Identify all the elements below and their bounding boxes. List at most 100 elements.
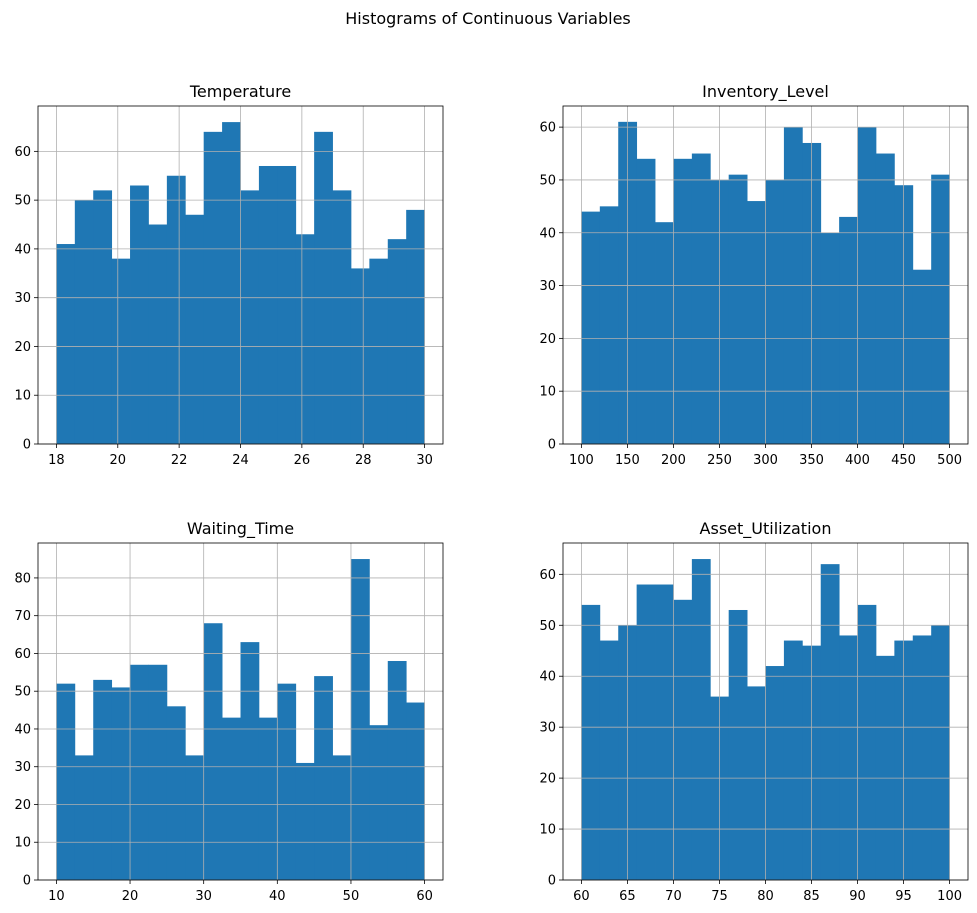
asset-utilization-histogram: 60 65 70 75 80 85 90 95 100 0 10 20 30 40 50 60 Asset_Ut… bbox=[539, 519, 969, 904]
inventory-level-x-tick-label: 400 bbox=[845, 453, 870, 468]
waiting-time-bar bbox=[406, 702, 425, 880]
temperature-bar bbox=[222, 122, 241, 444]
inventory-level-bar bbox=[747, 201, 766, 444]
waiting-time-bar bbox=[350, 559, 370, 880]
waiting-time-x-tick-label: 40 bbox=[269, 889, 286, 904]
temperature-bar bbox=[93, 190, 113, 444]
waiting-time-bar bbox=[258, 717, 278, 880]
temperature-bar bbox=[56, 244, 76, 444]
asset-utilization-x-tick-label: 80 bbox=[757, 889, 774, 904]
waiting-time-y-tick-label: 10 bbox=[14, 836, 31, 851]
temperature-bar bbox=[350, 268, 370, 444]
temperature-x-tick-label: 30 bbox=[416, 453, 433, 468]
asset-utilization-bar bbox=[673, 599, 693, 880]
waiting-time-x-tick-label: 60 bbox=[416, 889, 433, 904]
temperature-y-tick-label: 0 bbox=[23, 438, 31, 453]
inventory-level-bar bbox=[636, 158, 656, 444]
waiting-time-x-tick-label: 20 bbox=[122, 889, 139, 904]
waiting-time-bar bbox=[148, 664, 168, 880]
inventory-level-y-tick-label: 30 bbox=[539, 279, 556, 294]
inventory-level-bar bbox=[728, 174, 748, 444]
inventory-level-bar bbox=[765, 179, 785, 444]
asset-utilization-bar bbox=[839, 635, 858, 880]
temperature-bar bbox=[295, 234, 315, 444]
inventory-level-bar bbox=[691, 153, 711, 444]
asset-utilization-bar bbox=[875, 655, 895, 880]
temperature-bar bbox=[148, 224, 168, 444]
temperature-y-tick-label: 60 bbox=[14, 145, 31, 160]
asset-utilization-y-tick-label: 10 bbox=[539, 823, 556, 838]
waiting-time-bar bbox=[295, 762, 315, 880]
waiting-time-histogram: 10 20 30 40 50 60 0 10 20 30 40 50 60 70 80 Waiting_Tim… bbox=[14, 519, 444, 904]
waiting-time-x-tick-label: 30 bbox=[195, 889, 212, 904]
inventory-level-x-tick-label: 250 bbox=[707, 453, 732, 468]
asset-utilization-bar bbox=[912, 635, 932, 880]
waiting-time-bar bbox=[203, 623, 223, 880]
inventory-level-bar bbox=[673, 158, 693, 444]
waiting-time-bar bbox=[130, 664, 149, 880]
asset-utilization-y-tick-label: 40 bbox=[539, 670, 556, 685]
inventory-level-title: Inventory_Level bbox=[702, 82, 829, 102]
temperature-y-tick-label: 10 bbox=[14, 389, 31, 404]
inventory-level-y-tick-label: 10 bbox=[539, 385, 556, 400]
asset-utilization-x-tick-label: 65 bbox=[619, 889, 636, 904]
inventory-level-x-tick-label: 200 bbox=[661, 453, 686, 468]
figure-title: Histograms of Continuous Variables bbox=[345, 9, 631, 28]
temperature-title: Temperature bbox=[189, 82, 291, 101]
asset-utilization-y-tick-label: 20 bbox=[539, 772, 556, 787]
asset-utilization-bar bbox=[783, 640, 803, 880]
waiting-time-y-tick-label: 30 bbox=[14, 760, 31, 775]
waiting-time-bar bbox=[56, 683, 76, 880]
temperature-bar bbox=[203, 131, 223, 445]
inventory-level-x-tick-label: 450 bbox=[891, 453, 916, 468]
asset-utilization-bar bbox=[765, 666, 785, 880]
waiting-time-y-tick-label: 0 bbox=[23, 874, 31, 889]
asset-utilization-bar bbox=[747, 686, 766, 880]
asset-utilization-bar bbox=[636, 584, 656, 880]
asset-utilization-y-tick-label: 60 bbox=[539, 568, 556, 583]
temperature-y-tick-label: 40 bbox=[14, 242, 31, 257]
inventory-level-y-tick-label: 20 bbox=[539, 332, 556, 347]
inventory-level-x-tick-label: 150 bbox=[615, 453, 640, 468]
temperature-x-tick-label: 28 bbox=[355, 453, 372, 468]
waiting-time-bar bbox=[387, 660, 407, 880]
temperature-y-tick-label: 20 bbox=[14, 340, 31, 355]
inventory-level-bar bbox=[875, 153, 895, 444]
waiting-time-bar bbox=[369, 725, 389, 880]
inventory-level-y-tick-label: 50 bbox=[539, 173, 556, 188]
waiting-time-bar bbox=[277, 683, 297, 880]
temperature-bar bbox=[111, 258, 131, 444]
asset-utilization-bar bbox=[581, 604, 601, 880]
temperature-bar bbox=[240, 190, 260, 444]
waiting-time-x-tick-label: 50 bbox=[343, 889, 360, 904]
temperature-bar bbox=[332, 190, 352, 444]
inventory-level-x-tick-label: 100 bbox=[569, 453, 594, 468]
inventory-level-x-tick-label: 500 bbox=[937, 453, 962, 468]
inventory-level-bar bbox=[931, 174, 950, 444]
waiting-time-x-tick-label: 10 bbox=[48, 889, 65, 904]
temperature-bar bbox=[130, 185, 149, 444]
asset-utilization-x-tick-label: 75 bbox=[711, 889, 728, 904]
temperature-bar bbox=[369, 258, 389, 444]
temperature-x-tick-label: 22 bbox=[171, 453, 188, 468]
asset-utilization-x-tick-label: 60 bbox=[573, 889, 590, 904]
waiting-time-y-tick-label: 60 bbox=[14, 647, 31, 662]
temperature-x-tick-label: 18 bbox=[48, 453, 65, 468]
asset-utilization-bar bbox=[691, 559, 711, 880]
asset-utilization-x-tick-label: 85 bbox=[803, 889, 820, 904]
asset-utilization-x-tick-label: 90 bbox=[849, 889, 866, 904]
waiting-time-y-tick-label: 80 bbox=[14, 571, 31, 586]
waiting-time-bar bbox=[166, 706, 186, 880]
asset-utilization-x-tick-label: 95 bbox=[895, 889, 912, 904]
inventory-level-y-tick-label: 40 bbox=[539, 226, 556, 241]
asset-utilization-y-tick-label: 50 bbox=[539, 619, 556, 634]
waiting-time-bar bbox=[111, 687, 131, 880]
temperature-bar bbox=[74, 200, 94, 444]
asset-utilization-bar bbox=[857, 604, 877, 880]
temperature-bar bbox=[258, 165, 278, 445]
asset-utilization-y-tick-label: 0 bbox=[548, 874, 556, 889]
inventory-level-x-tick-label: 300 bbox=[753, 453, 778, 468]
temperature-bar bbox=[166, 175, 186, 444]
asset-utilization-bar bbox=[655, 584, 674, 880]
temperature-bar bbox=[277, 165, 297, 445]
